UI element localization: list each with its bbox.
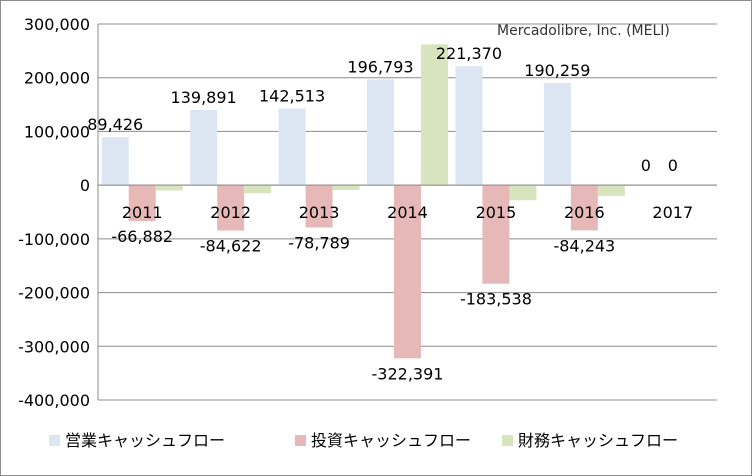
x-tick-label: 2015 [476, 203, 517, 222]
y-tick-label: 200,000 [24, 69, 90, 88]
bar [394, 185, 421, 359]
bar [543, 82, 571, 186]
y-tick-label: -400,000 [18, 391, 90, 410]
bar [570, 185, 598, 231]
x-tick-label: 2013 [299, 203, 340, 222]
legend-label: 投資キャッシュフロー [311, 431, 471, 450]
bar [101, 137, 129, 186]
y-tick-label: -100,000 [18, 230, 90, 249]
data-label: -322,391 [372, 364, 444, 383]
x-tick-label: 2011 [122, 203, 163, 222]
data-label: 221,370 [436, 44, 502, 63]
axes: 300,000 200,000 100,000 0 -100,000 -200,000 -3… [18, 15, 717, 410]
chart-subtitle: Mercadolibre, Inc. (MELI) [497, 23, 670, 39]
data-label: -66,882 [111, 227, 173, 246]
y-tick-label: -300,000 [18, 337, 90, 356]
x-tick-label: 2017 [652, 203, 693, 222]
data-label: 139,891 [171, 88, 237, 107]
x-tick-label: 2012 [210, 203, 251, 222]
legend-swatch [502, 435, 513, 446]
data-label: -84,243 [553, 236, 615, 255]
legend-label: 営業キャッシュフロー [65, 431, 225, 450]
legend-label: 財務キャッシュフロー [518, 431, 678, 450]
data-label: -84,622 [200, 237, 262, 256]
data-label: -183,538 [460, 290, 532, 309]
bar [367, 79, 394, 186]
y-tick-label: 100,000 [24, 122, 90, 141]
data-label: 196,793 [347, 57, 413, 76]
legend: 営業キャッシュフロー 投資キャッシュフロー 財務キャッシュフロー [49, 431, 678, 450]
data-label: 89,426 [87, 115, 143, 134]
legend-swatch [49, 435, 60, 446]
data-label: 0 [668, 156, 678, 175]
y-tick-label: 300,000 [24, 15, 90, 34]
data-label: -78,789 [288, 233, 350, 252]
bars [101, 44, 625, 359]
bar [244, 185, 272, 194]
bar [190, 110, 218, 186]
y-tick-label: 0 [80, 176, 90, 195]
bar [597, 185, 625, 196]
x-tick-label: 2016 [564, 203, 605, 222]
bar [455, 66, 483, 186]
data-label: 142,513 [259, 87, 325, 106]
bar [421, 44, 448, 186]
bar [509, 185, 537, 201]
bar [278, 108, 306, 186]
data-label: 0 [641, 156, 651, 175]
legend-swatch [295, 435, 306, 446]
bar [217, 185, 245, 231]
x-tick-label: 2014 [387, 203, 428, 222]
data-label: 190,259 [524, 61, 590, 80]
bar [482, 185, 510, 284]
data-labels: 89,426 139,891 142,513 196,793 221,370 190,25… [87, 44, 678, 383]
bar [155, 185, 183, 191]
bar [305, 185, 333, 228]
y-tick-label: -200,000 [18, 284, 90, 303]
bar [128, 185, 156, 222]
bar [332, 185, 360, 190]
